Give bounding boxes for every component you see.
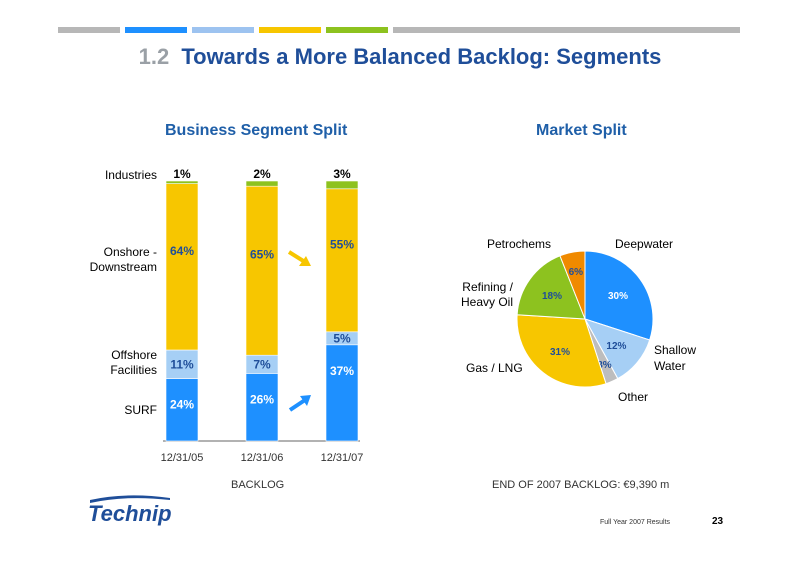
bar-data-label: 65% [250,248,274,262]
pie-slice [584,250,654,341]
row-label-industries: Industries [105,168,157,182]
legend-other: Other [618,390,648,404]
bar-data-label: 3% [333,167,351,181]
technip-logo: Technip [88,495,172,526]
bar-data-label: 7% [253,357,271,371]
pie-data-label: 31% [550,347,570,358]
bar-segment [165,180,199,184]
legend-gas: Gas / LNG [466,361,523,375]
row-label-surf: SURF [124,403,157,417]
bar-chart-caption: BACKLOG [231,479,285,491]
page-number: 23 [712,516,724,527]
bar-data-label: 2% [253,167,271,181]
pie-slice [516,314,607,388]
title-text: Towards a More Balanced Backlog: Segment… [181,44,662,69]
bar-segment [325,180,359,190]
bar-segment [325,188,359,333]
pie-slice [559,250,586,320]
row-label-offshore-1: Offshore [111,348,157,362]
bar-data-label: 55% [330,237,354,251]
surf-arrow-icon [288,395,311,412]
pie-data-label: 6% [569,267,584,278]
row-label-offshore-2: Facilities [110,363,157,377]
footer-text: Full Year 2007 Results [600,519,671,526]
bar-segment [245,180,279,187]
row-label-onshore-2: Downstream [90,260,157,274]
pie-data-label: 12% [606,341,626,352]
bar-chart-title: Business Segment Split [165,122,348,139]
legend-refining-2: Heavy Oil [461,295,513,309]
top-bar-segment [393,27,740,33]
row-label-onshore-1: Onshore - [104,245,157,259]
x-tick-label: 12/31/07 [321,452,364,464]
legend-deepwater: Deepwater [615,237,673,251]
x-tick-label: 12/31/05 [161,452,204,464]
pie-chart-caption: END OF 2007 BACKLOG: €9,390 m [492,479,670,491]
bar-data-label: 11% [170,357,194,371]
top-bar-segment [58,27,120,33]
pie-data-label: 18% [542,291,562,302]
pie-data-label: 3% [597,360,612,371]
legend-refining-1: Refining / [462,280,513,294]
bar-segment [325,344,359,442]
top-bar-segment [259,27,321,33]
bar-segment [245,373,279,442]
onshore-arrow-icon [287,250,311,266]
legend-shallow-2: Water [654,359,686,373]
bar-data-label: 64% [170,244,194,258]
bar-data-label: 37% [330,364,354,378]
x-tick-label: 12/31/06 [241,452,284,464]
section-number: 1.2 [138,44,170,69]
bar-data-label: 24% [170,398,194,412]
legend-shallow-1: Shallow [654,343,696,357]
top-bar-segment [326,27,388,33]
page-title: 1.2 Towards a More Balanced Backlog: Seg… [0,44,800,70]
bar-segment [245,185,279,356]
bar-data-label: 5% [333,331,351,345]
top-bar-segment [192,27,254,33]
logo-text: Technip [88,501,172,526]
bar-data-label: 1% [173,167,191,181]
top-color-bar [58,27,740,33]
pie-data-label: 30% [608,291,628,302]
bar-segment [165,183,199,351]
bar-segment [165,378,199,442]
pie-slice [516,255,586,320]
pie-chart-title: Market Split [536,122,627,139]
bar-data-label: 26% [250,392,274,406]
legend-petrochems: Petrochems [487,237,551,251]
bar-segment [165,349,199,379]
top-bar-segment [125,27,187,33]
